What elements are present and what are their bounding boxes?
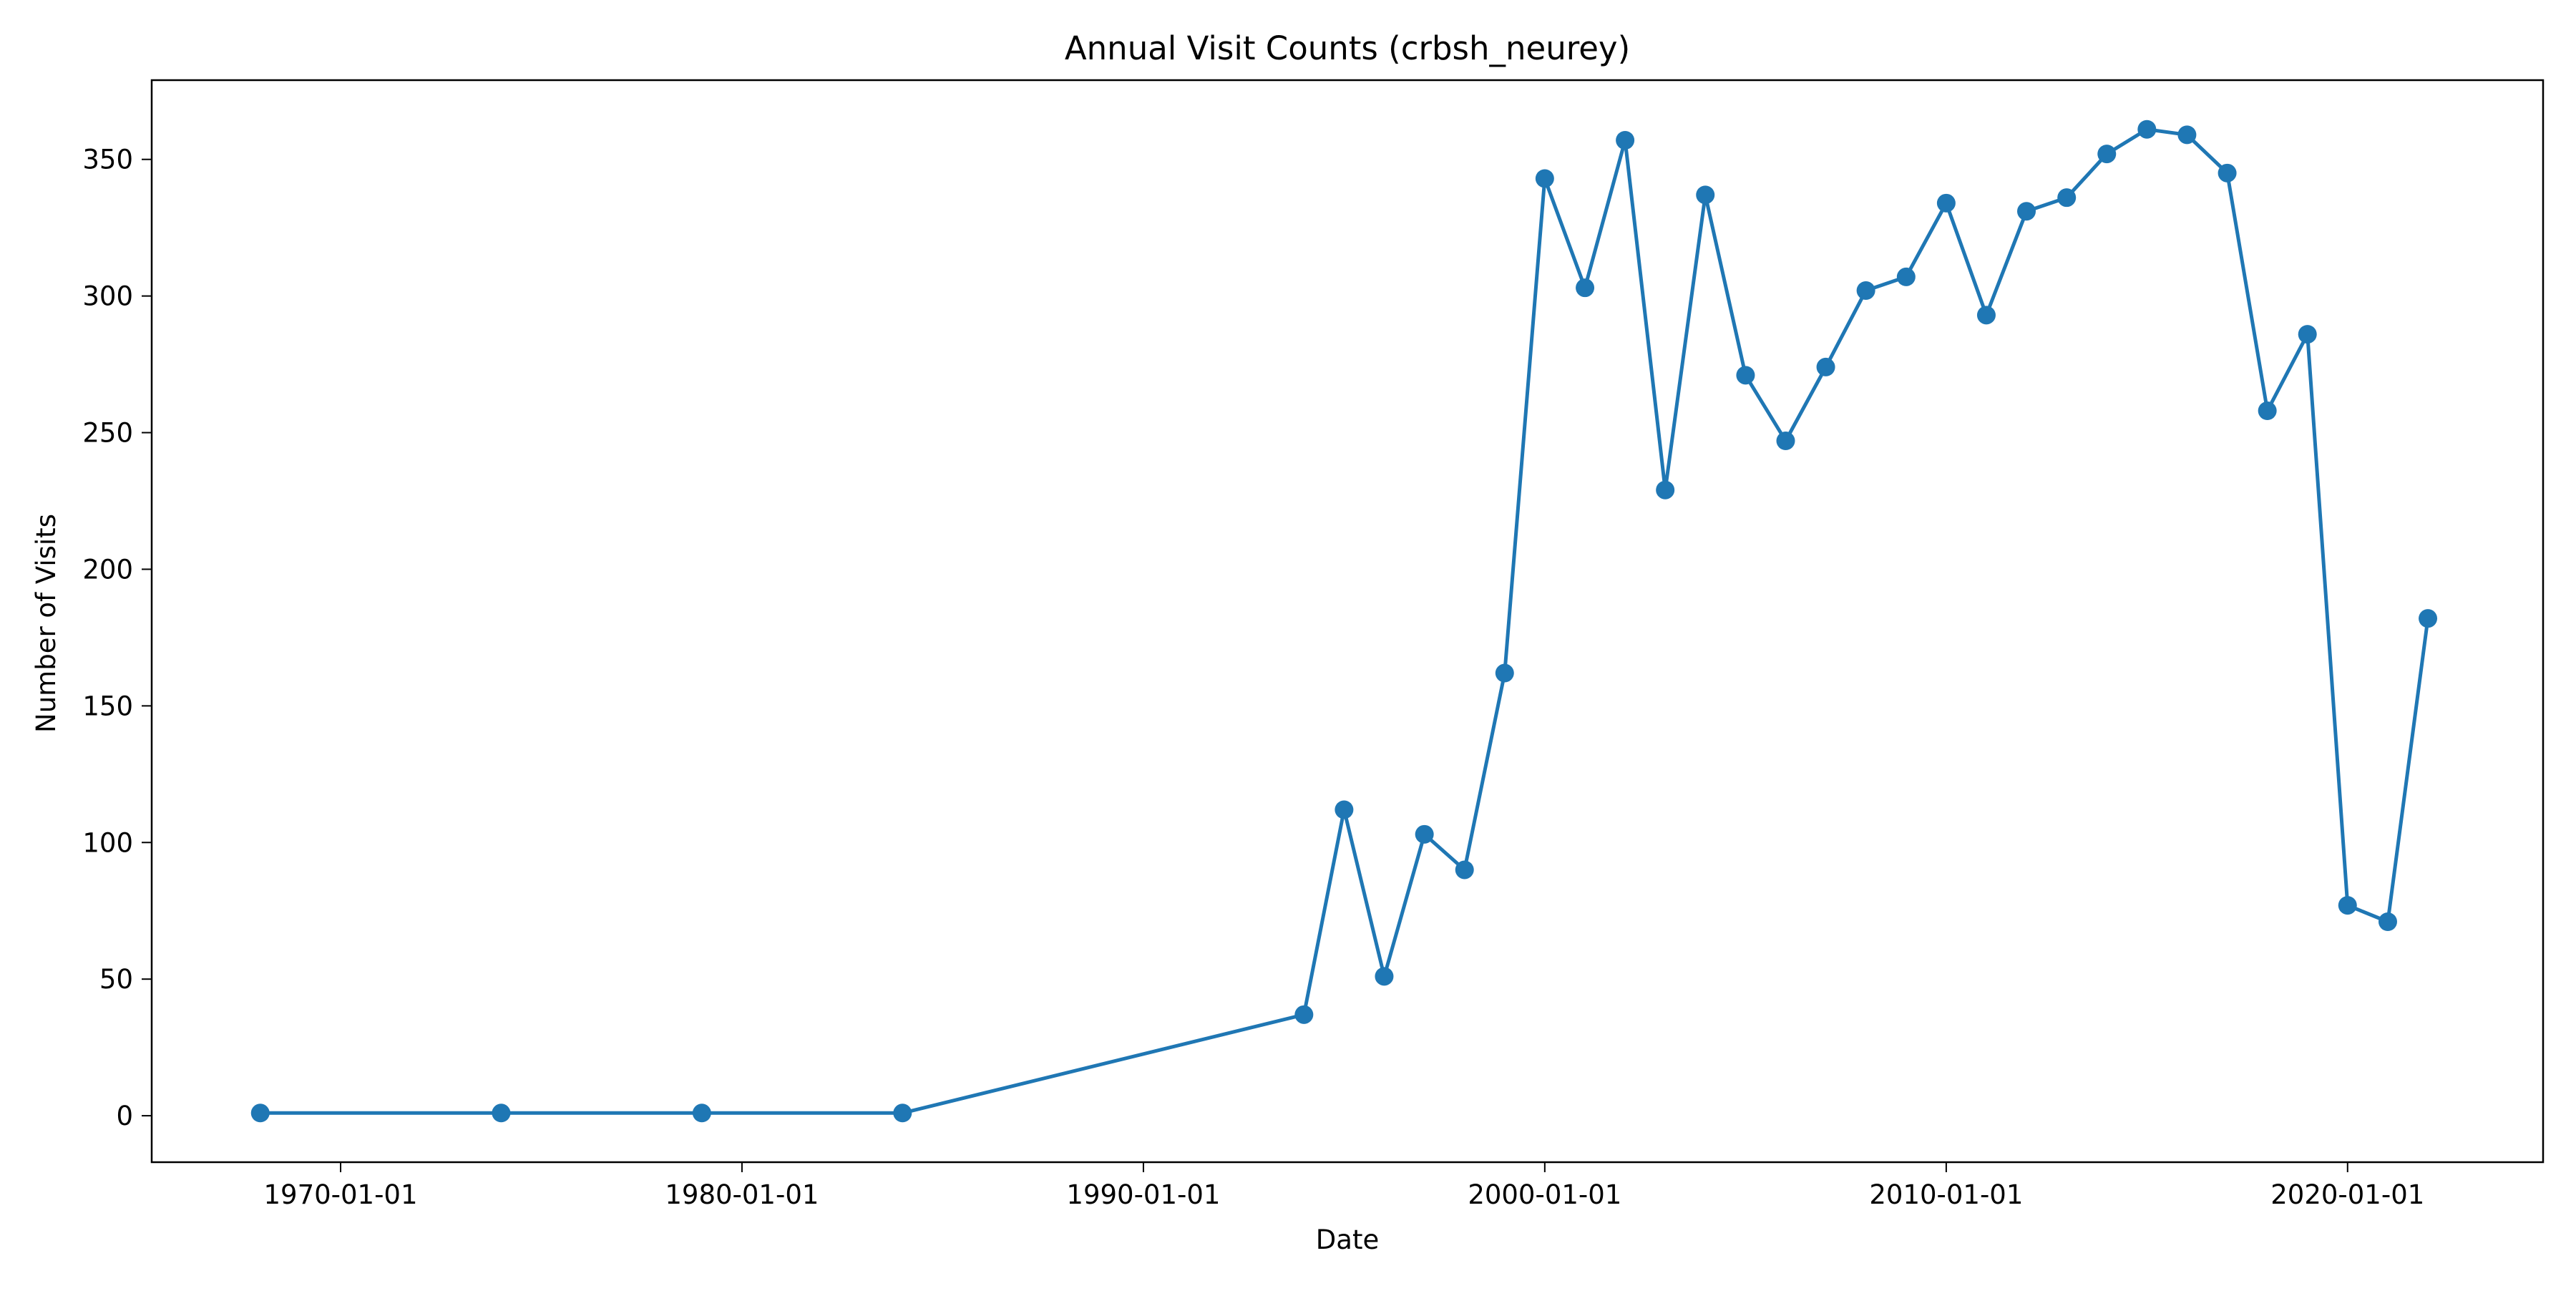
data-point (2177, 125, 2197, 145)
data-point (1415, 824, 1434, 844)
data-point (2097, 145, 2117, 164)
data-point (1375, 967, 1394, 986)
y-axis-label: Number of Visits (31, 514, 62, 733)
data-point (1736, 366, 1755, 385)
data-point (1535, 169, 1554, 188)
y-tick-label: 100 (82, 827, 133, 858)
y-tick-label: 300 (82, 281, 133, 312)
data-point (1696, 185, 1715, 205)
data-point (1576, 278, 1595, 298)
data-point (1294, 1005, 1314, 1024)
y-tick-label: 350 (82, 145, 133, 175)
data-point (2419, 609, 2438, 628)
data-point (1976, 306, 1996, 325)
x-tick-label: 1990-01-01 (1066, 1179, 1220, 1210)
y-tick-label: 200 (82, 554, 133, 585)
data-point (893, 1104, 912, 1123)
data-point (2218, 163, 2237, 182)
data-point (1495, 663, 1514, 683)
y-tick-label: 150 (82, 691, 133, 721)
data-point (1656, 480, 1675, 500)
data-point (2016, 202, 2036, 221)
y-tick-label: 250 (82, 418, 133, 449)
data-point (2057, 188, 2077, 208)
data-point (1335, 800, 1354, 819)
y-tick-label: 0 (116, 1101, 133, 1131)
y-tick-label: 50 (99, 964, 133, 995)
data-point (2137, 120, 2157, 139)
data-point (1856, 281, 1875, 300)
chart-title: Annual Visit Counts (crbsh_neurey) (1065, 29, 1630, 67)
x-tick-label: 2010-01-01 (1869, 1179, 2023, 1210)
data-point (2338, 896, 2357, 915)
y-axis-ticks: 0 50 100 150 200 250 300 350 (82, 145, 152, 1131)
data-point (2298, 325, 2317, 344)
x-tick-label: 1970-01-01 (263, 1179, 417, 1210)
data-point (1455, 860, 1474, 880)
data-point (2378, 912, 2397, 931)
x-axis-ticks: 1970-01-01 1980-01-01 1990-01-01 2000-01-01… (263, 1162, 2424, 1210)
x-tick-label: 2000-01-01 (1468, 1179, 1621, 1210)
data-point (250, 1104, 270, 1123)
data-point (1896, 267, 1916, 286)
x-axis-label: Date (1316, 1224, 1379, 1255)
data-point (1936, 193, 1956, 213)
data-point (2258, 401, 2277, 420)
data-point (692, 1104, 711, 1123)
data-point (1816, 357, 1835, 376)
x-tick-label: 2020-01-01 (2270, 1179, 2424, 1210)
data-point (1616, 131, 1635, 150)
x-tick-label: 1980-01-01 (665, 1179, 819, 1210)
data-point (492, 1104, 511, 1123)
series-layer (250, 120, 2438, 1123)
plot-frame (150, 79, 2545, 1164)
data-point (1776, 432, 1795, 450)
